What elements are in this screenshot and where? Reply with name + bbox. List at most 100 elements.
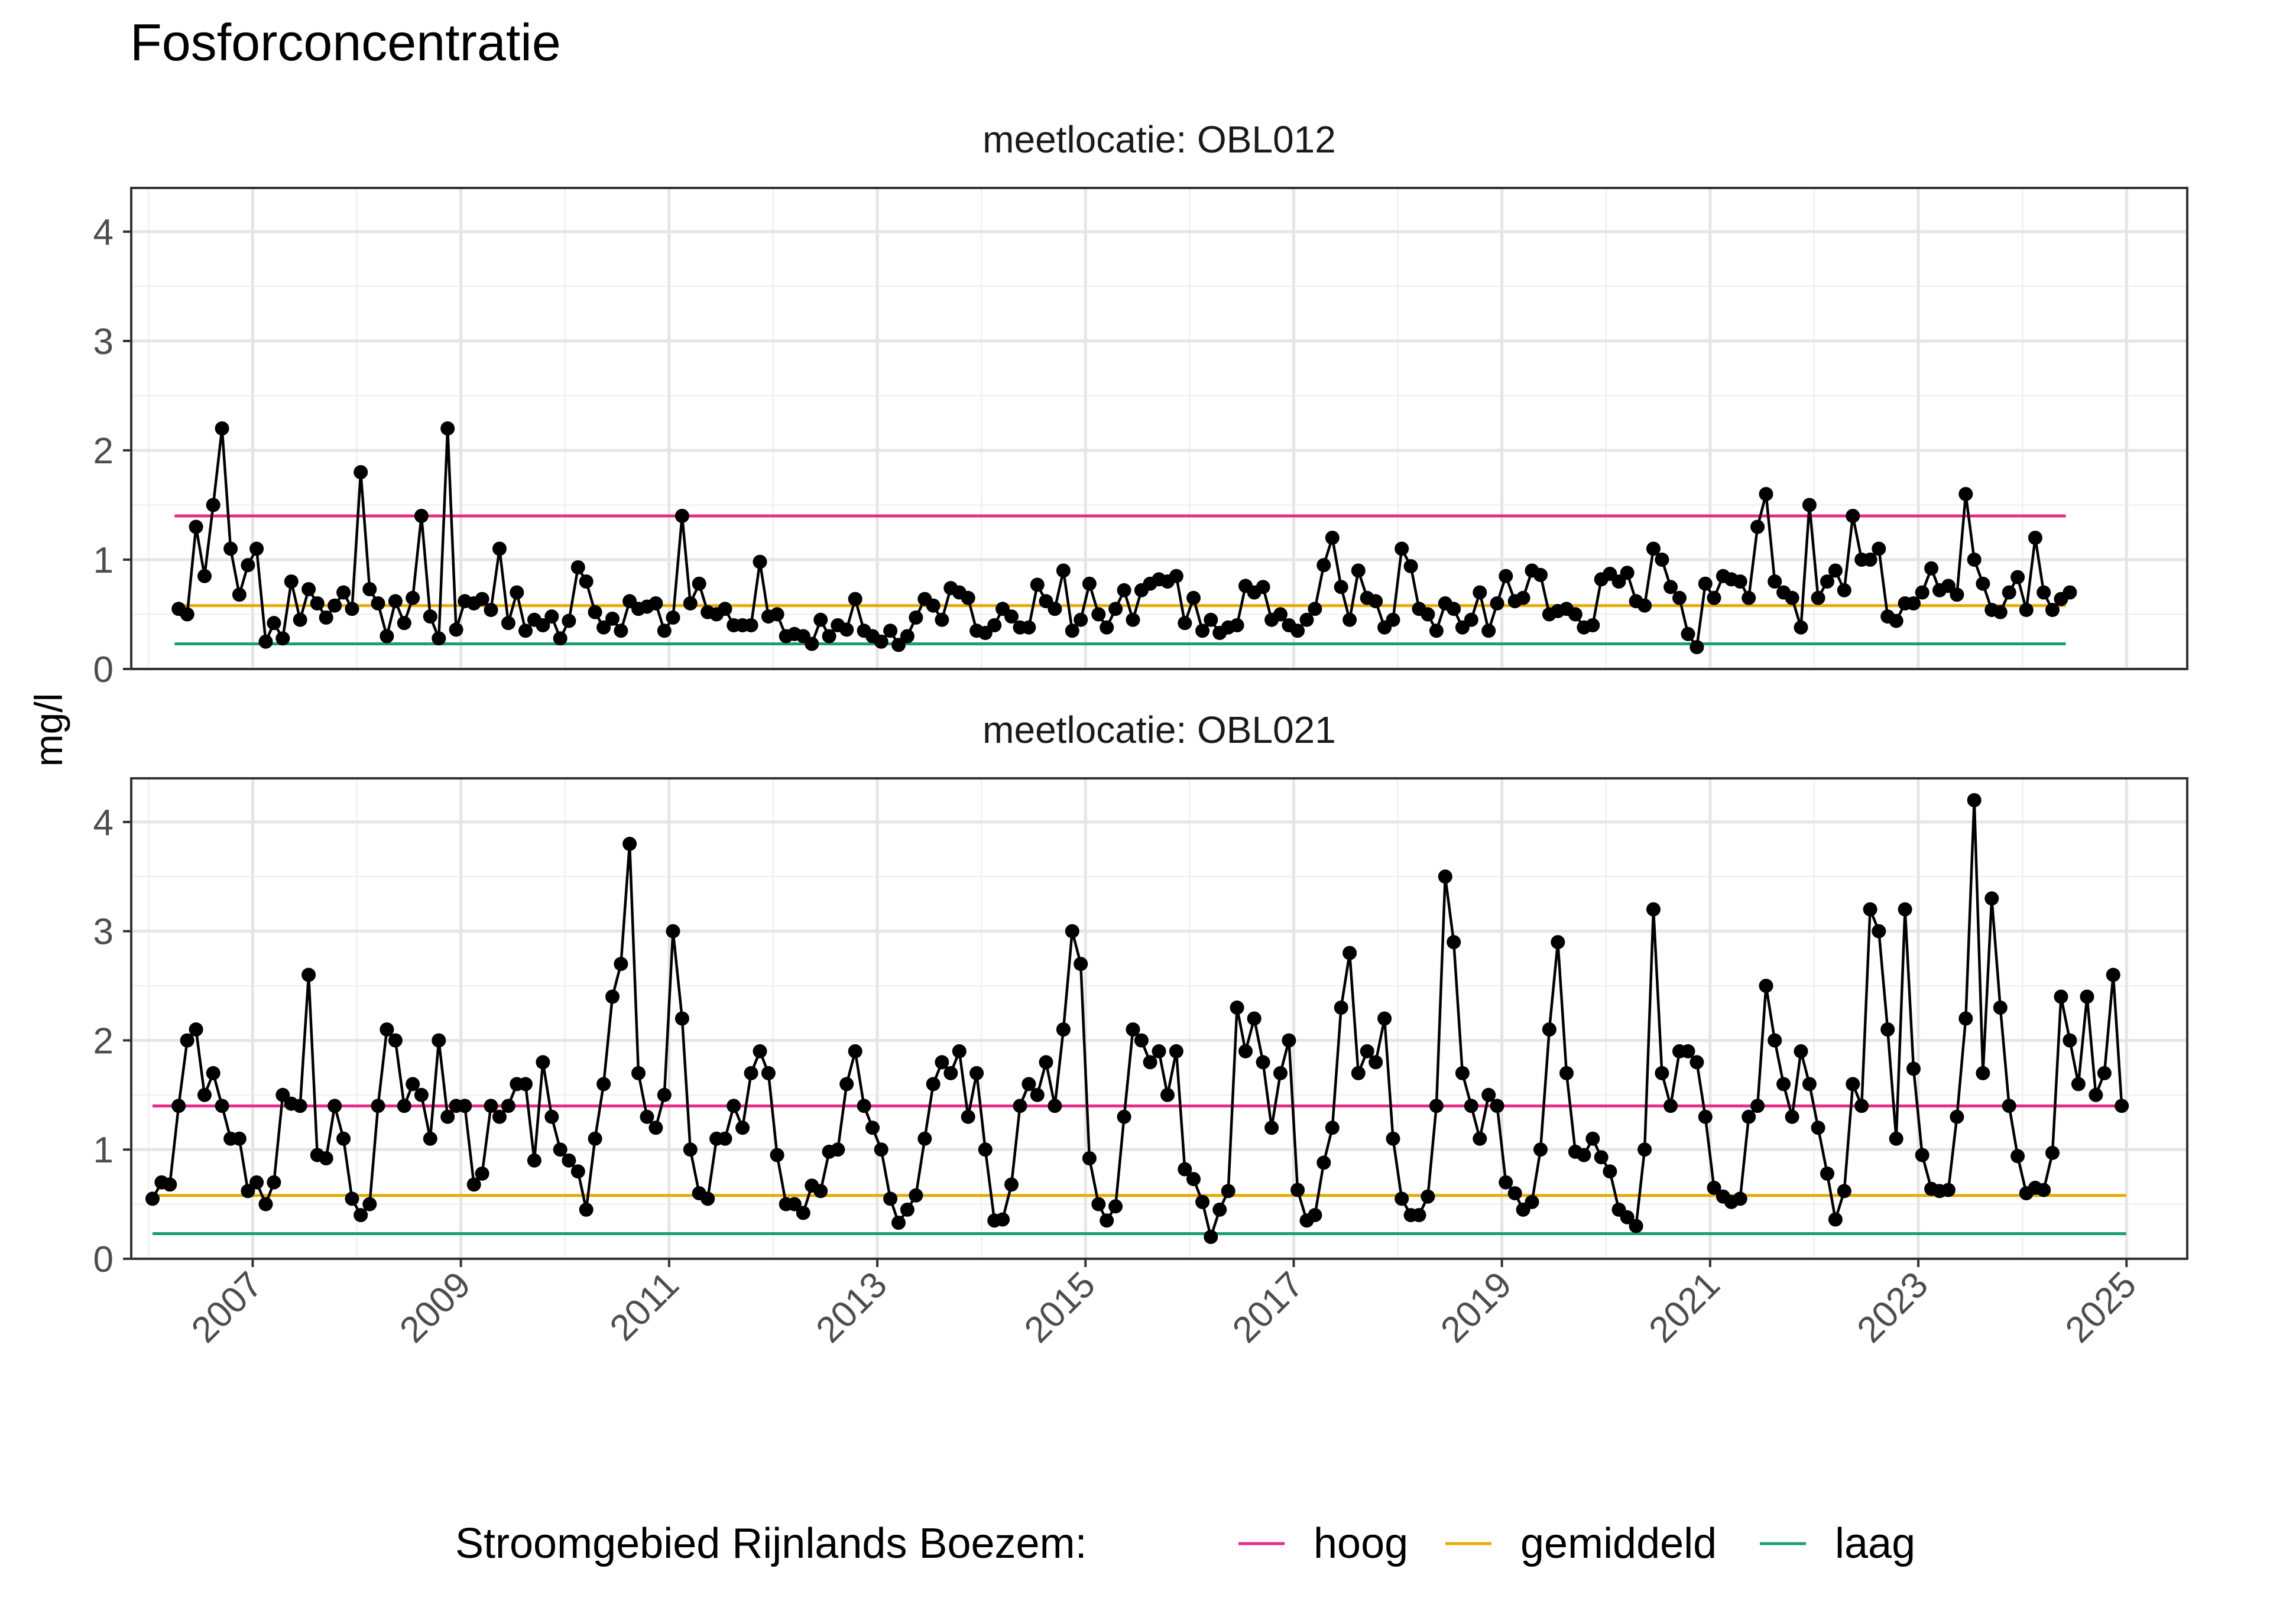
- data-point: [206, 498, 220, 512]
- legend-label-gemiddeld: gemiddeld: [1520, 1520, 1717, 1567]
- data-point: [1074, 612, 1088, 627]
- data-point: [1681, 1044, 1695, 1058]
- data-point: [596, 620, 611, 635]
- data-point: [900, 629, 915, 644]
- data-point: [1473, 585, 1487, 600]
- data-point: [267, 1175, 281, 1190]
- data-point: [1507, 1186, 1522, 1201]
- data-point: [518, 1077, 533, 1092]
- y-tick-label: 4: [93, 212, 114, 253]
- data-point: [232, 587, 247, 602]
- data-point: [1204, 612, 1218, 627]
- data-point: [492, 1109, 507, 1124]
- data-point: [735, 1120, 750, 1135]
- data-point: [978, 1142, 993, 1157]
- data-point: [1672, 590, 1687, 605]
- panel-border: [130, 187, 2188, 670]
- data-point: [666, 610, 680, 625]
- data-point: [1585, 618, 1600, 632]
- data-point: [787, 1197, 802, 1211]
- data-point: [2063, 1033, 2077, 1048]
- data-point: [371, 1099, 385, 1113]
- data-point: [423, 609, 437, 624]
- y-tick-label: 3: [93, 912, 114, 953]
- data-point: [397, 1099, 411, 1113]
- data-point: [1308, 602, 1322, 616]
- data-point: [1958, 487, 1973, 501]
- data-point: [796, 1206, 810, 1220]
- data-point: [1117, 1109, 1131, 1124]
- data-point: [1689, 1055, 1704, 1070]
- data-point: [961, 1109, 975, 1124]
- data-point: [1768, 1033, 1782, 1048]
- legend-item-gemiddeld: gemiddeld: [1445, 1520, 1717, 1567]
- data-point: [145, 1191, 160, 1206]
- data-point: [605, 611, 620, 626]
- data-point: [1603, 1164, 1617, 1179]
- data-point: [1351, 1066, 1366, 1080]
- data-point: [1082, 576, 1097, 591]
- data-point: [2028, 531, 2042, 545]
- data-point: [267, 616, 281, 631]
- data-point: [1143, 1055, 1157, 1070]
- data-point: [1299, 612, 1314, 627]
- data-point: [1247, 1011, 1262, 1026]
- data-point: [501, 616, 515, 631]
- y-axis-label: mg/l: [27, 693, 70, 767]
- data-point: [1481, 623, 1496, 638]
- data-point: [1447, 935, 1461, 950]
- data-point: [2089, 1087, 2103, 1102]
- data-point: [1559, 1066, 1574, 1080]
- data-point: [1325, 1120, 1340, 1135]
- data-point: [241, 558, 255, 573]
- data-point: [163, 1177, 177, 1192]
- data-point: [969, 1066, 984, 1080]
- data-point: [206, 1066, 220, 1080]
- data-point: [1811, 1120, 1825, 1135]
- data-point: [510, 585, 524, 600]
- data-point: [354, 1208, 368, 1223]
- data-point: [1785, 590, 1799, 605]
- data-point: [1941, 579, 1956, 593]
- data-point: [562, 613, 576, 628]
- data-point: [1620, 566, 1635, 580]
- data-point: [1238, 1044, 1253, 1058]
- data-point: [475, 592, 489, 606]
- data-point: [813, 1184, 828, 1198]
- data-point: [718, 602, 732, 616]
- data-point: [753, 554, 767, 569]
- data-point: [1898, 902, 1912, 917]
- data-point: [674, 509, 689, 523]
- data-point: [197, 569, 212, 583]
- data-point: [1620, 1210, 1635, 1225]
- data-point: [1516, 590, 1530, 605]
- data-point: [241, 1184, 255, 1198]
- data-point: [1022, 1077, 1036, 1092]
- data-point: [249, 541, 264, 556]
- data-point: [1316, 558, 1331, 573]
- data-point: [1056, 563, 1071, 578]
- data-point: [215, 421, 229, 436]
- data-point: [2115, 1099, 2129, 1113]
- data-point: [874, 1142, 888, 1157]
- data-point: [1993, 1001, 2008, 1015]
- data-point: [891, 1216, 906, 1230]
- data-point: [1637, 1142, 1652, 1157]
- data-point: [1655, 1066, 1669, 1080]
- data-point: [935, 612, 949, 627]
- data-point: [1386, 1131, 1400, 1146]
- data-point: [1837, 583, 1851, 597]
- data-point: [249, 1175, 264, 1190]
- data-point: [1967, 793, 1982, 807]
- data-point: [1108, 602, 1123, 616]
- data-point: [362, 1197, 377, 1211]
- data-point: [1976, 1066, 1990, 1080]
- data-point: [301, 582, 316, 596]
- data-point: [414, 509, 429, 523]
- data-point: [1950, 1109, 1964, 1124]
- data-point: [1759, 979, 1773, 993]
- data-point: [1100, 1213, 1114, 1228]
- data-point: [1429, 1099, 1444, 1113]
- data-point: [440, 1109, 455, 1124]
